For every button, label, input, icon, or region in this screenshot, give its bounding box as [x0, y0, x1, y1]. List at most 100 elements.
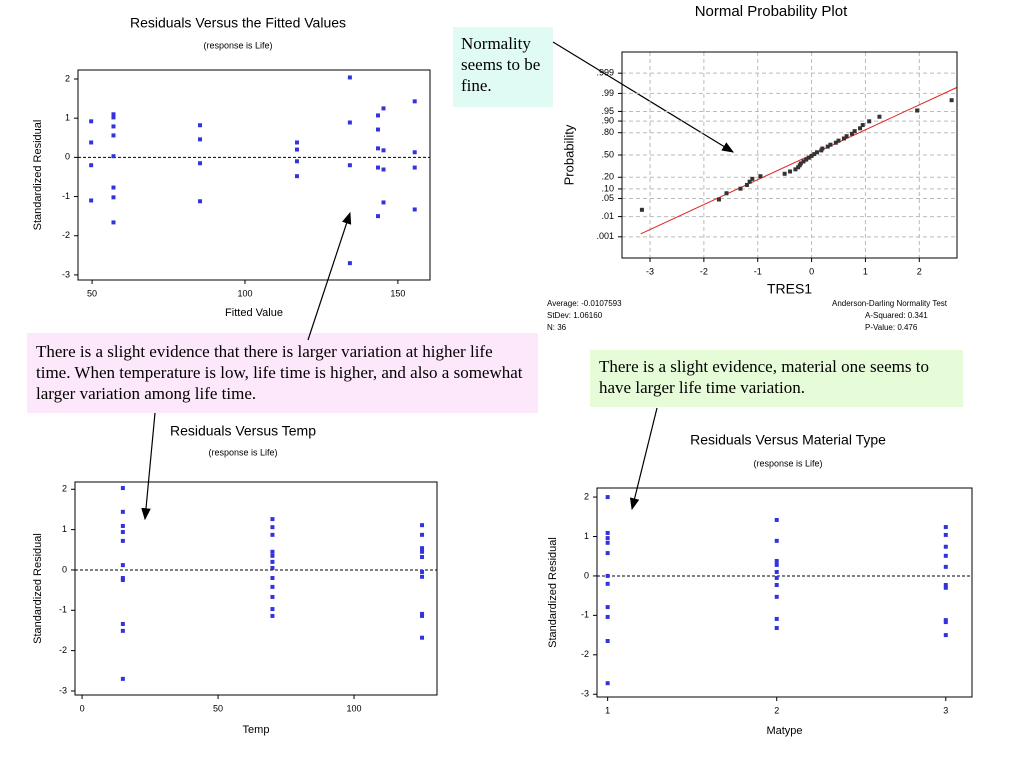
point: [836, 138, 841, 143]
point: [120, 563, 125, 568]
point: [376, 165, 381, 170]
chart-subtitle: (response is Life): [203, 40, 272, 50]
x-axis-label: Fitted Value: [225, 307, 283, 319]
point: [716, 197, 721, 202]
point: [943, 583, 948, 588]
point: [943, 525, 948, 530]
x-axis-label: TRES1: [767, 281, 812, 297]
point: [605, 581, 610, 586]
x-tick-label: 2: [917, 266, 922, 276]
point: [198, 199, 203, 204]
point: [111, 133, 116, 138]
point: [294, 140, 299, 145]
point: [420, 549, 425, 554]
point: [120, 486, 125, 491]
point: [376, 113, 381, 118]
point: [943, 564, 948, 569]
point: [120, 622, 125, 626]
point: [758, 174, 763, 179]
point: [120, 676, 125, 681]
chart-title: Residuals Versus Material Type: [690, 432, 886, 448]
point: [270, 613, 275, 618]
point: [877, 114, 882, 119]
point: [347, 163, 352, 168]
y-tick-label: .10: [601, 183, 614, 193]
y-tick-label: 2: [62, 484, 67, 494]
x-tick-label: -1: [754, 266, 762, 276]
point: [420, 611, 425, 616]
stat-text: Anderson-Darling Normality Test: [832, 299, 948, 308]
y-tick-label: .95: [601, 106, 614, 116]
y-tick-label: 0: [65, 152, 70, 162]
chart-subtitle: (response is Life): [753, 458, 822, 468]
point: [294, 159, 299, 164]
point: [724, 191, 729, 196]
point: [347, 261, 352, 266]
y-tick-label: 0: [584, 570, 589, 580]
stat-text: Average: -0.0107593: [547, 299, 622, 308]
point: [198, 137, 203, 142]
point: [825, 144, 830, 149]
point: [949, 98, 954, 103]
point: [605, 573, 610, 578]
x-tick-label: -3: [646, 266, 654, 276]
point: [198, 161, 203, 166]
point: [806, 155, 811, 160]
point: [376, 127, 381, 132]
point: [774, 558, 779, 563]
x-tick-label: 0: [809, 266, 814, 276]
x-tick-label: 2: [774, 705, 779, 715]
plot-frame: [596, 487, 973, 698]
point: [605, 536, 610, 541]
point: [812, 152, 817, 157]
point: [111, 112, 116, 117]
point: [798, 161, 803, 166]
point: [270, 525, 275, 530]
point: [381, 200, 386, 205]
point: [943, 620, 948, 625]
x-tick-label: -2: [700, 266, 708, 276]
y-tick-label: 1: [65, 113, 70, 123]
point: [774, 583, 779, 588]
x-tick-label: 50: [213, 703, 223, 713]
point: [809, 153, 814, 158]
x-tick-label: 3: [943, 705, 948, 715]
point: [605, 530, 610, 535]
point: [774, 538, 779, 543]
point: [381, 167, 386, 172]
y-tick-label: .90: [601, 115, 614, 125]
annotation: Normality seems to be fine.: [453, 27, 553, 107]
point: [270, 584, 275, 589]
y-tick-label: 0: [62, 564, 67, 574]
y-tick-label: 2: [65, 73, 70, 83]
point: [867, 119, 872, 124]
point: [804, 157, 809, 162]
annotation: There is a slight evidence, material one…: [590, 350, 963, 407]
point: [420, 523, 425, 528]
y-tick-label: .999: [596, 68, 614, 78]
plot-frame: [74, 481, 438, 696]
point: [852, 129, 857, 134]
point: [833, 140, 838, 145]
y-tick-label: -3: [62, 269, 70, 279]
point: [605, 605, 610, 610]
x-axis-label: Matype: [766, 725, 802, 737]
point: [750, 176, 755, 181]
fit-line: [640, 87, 957, 235]
x-tick-label: 150: [390, 288, 405, 298]
point: [844, 134, 849, 139]
point: [376, 214, 381, 219]
y-axis-label: Standardized Residual: [547, 537, 559, 648]
point: [605, 614, 610, 619]
x-axis-label: Temp: [243, 724, 270, 736]
point: [270, 517, 275, 522]
point: [270, 553, 275, 558]
point: [120, 628, 125, 633]
point: [860, 123, 865, 128]
point: [943, 633, 948, 638]
point: [747, 179, 752, 184]
stat-text: A-Squared: 0.341: [865, 311, 928, 320]
point: [774, 562, 779, 567]
point: [89, 140, 94, 145]
arrow: [307, 211, 352, 341]
